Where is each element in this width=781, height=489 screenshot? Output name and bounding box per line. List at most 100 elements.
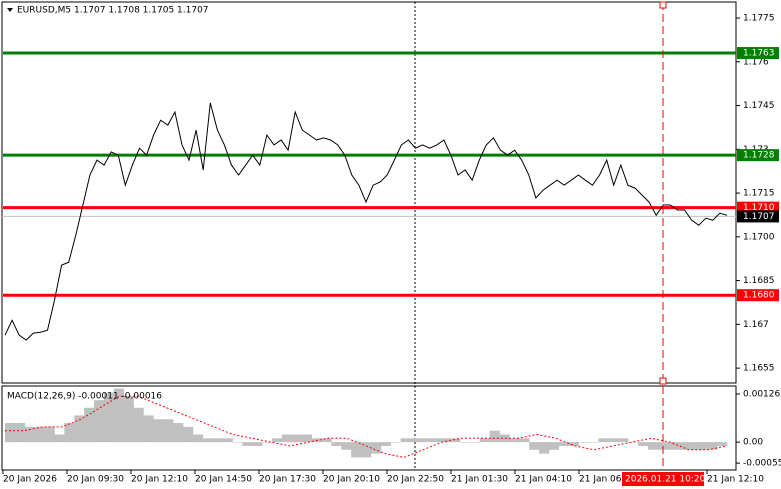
macd-bar bbox=[202, 438, 213, 443]
macd-bar bbox=[647, 442, 659, 450]
signal-line bbox=[5, 395, 728, 458]
macd-bar bbox=[143, 415, 154, 443]
y-tick-label: 0.00126 bbox=[743, 390, 780, 400]
macd-bar bbox=[430, 438, 441, 443]
level-label: 1.1710 bbox=[743, 203, 775, 213]
macd-bar bbox=[370, 442, 382, 454]
macd-panel bbox=[1, 385, 737, 471]
y-tick-label: 1.1775 bbox=[743, 14, 775, 24]
macd-bar bbox=[301, 434, 312, 443]
y-tick-label: 1.167 bbox=[743, 320, 769, 330]
y-tick-label: 1.1700 bbox=[743, 232, 775, 242]
macd-bar bbox=[588, 442, 599, 443]
y-tick-label: 0.00 bbox=[743, 438, 763, 448]
macd-bar bbox=[84, 407, 95, 443]
x-tick-label: 21 Jan 04:10 bbox=[515, 475, 572, 485]
macd-bar bbox=[479, 438, 490, 443]
x-tick-label: 21 Jan 12:10 bbox=[707, 475, 764, 485]
macd-bar bbox=[519, 438, 530, 443]
macd-bar bbox=[489, 430, 500, 443]
macd-bar bbox=[628, 442, 639, 443]
macd-bar bbox=[618, 438, 629, 443]
macd-bar bbox=[667, 442, 678, 450]
x-tick-label: 20 Jan 17:30 bbox=[259, 475, 316, 485]
macd-bar bbox=[351, 442, 362, 458]
macd-bar bbox=[212, 438, 223, 443]
macd-bar bbox=[5, 423, 16, 443]
level-label: 1.1763 bbox=[743, 49, 775, 59]
x-tick-label: 20 Jan 22:50 bbox=[387, 475, 444, 485]
x-tick-label: 20 Jan 2026 bbox=[3, 475, 57, 485]
main-panel bbox=[1, 1, 737, 384]
level-tag bbox=[737, 149, 779, 162]
y-tick-label: 1.1745 bbox=[743, 101, 775, 111]
macd-bar bbox=[509, 438, 520, 443]
macd-bar bbox=[717, 442, 728, 446]
macd-bar bbox=[548, 442, 560, 450]
macd-bar bbox=[568, 442, 579, 446]
macd-bar bbox=[163, 419, 174, 443]
macd-bar bbox=[173, 423, 184, 443]
macd-bar bbox=[153, 419, 164, 443]
level-label: 1.1680 bbox=[743, 291, 775, 301]
macd-bar bbox=[183, 426, 194, 443]
macd-title: MACD(12,26,9) -0.00011 -0.00016 bbox=[7, 392, 162, 402]
macd-bar bbox=[103, 392, 115, 443]
macd-bar bbox=[450, 438, 461, 443]
macd-bar bbox=[410, 438, 421, 443]
macd-bar bbox=[637, 442, 649, 446]
x-tick-label: 20 Jan 12:10 bbox=[131, 475, 188, 485]
macd-bar bbox=[499, 434, 510, 443]
cursor-label: 2026.01.21 10:20 bbox=[625, 475, 706, 485]
x-tick-label: 20 Jan 20:10 bbox=[323, 475, 380, 485]
macd-bar bbox=[252, 442, 263, 446]
level-tag bbox=[737, 289, 779, 302]
macd-bar bbox=[281, 434, 293, 443]
macd-bar bbox=[578, 442, 589, 443]
macd-bar bbox=[440, 438, 451, 443]
macd-bar bbox=[539, 442, 550, 454]
macd-bar bbox=[400, 438, 411, 443]
x-tick-label: 21 Jan 06:50 bbox=[579, 475, 636, 485]
macd-bar bbox=[677, 442, 688, 450]
macd-bar bbox=[272, 438, 283, 443]
macd-bar bbox=[657, 442, 668, 450]
price-label: 1.1707 bbox=[743, 212, 775, 222]
macd-bar bbox=[34, 426, 45, 443]
macd-bar bbox=[598, 438, 609, 443]
macd-bar bbox=[74, 415, 85, 443]
macd-bar bbox=[192, 434, 204, 443]
macd-bar bbox=[262, 442, 273, 443]
chart-title: EURUSD,M5 1.1707 1.1708 1.1705 1.1707 bbox=[17, 6, 209, 16]
macd-bar bbox=[94, 400, 105, 443]
x-tick-label: 20 Jan 09:30 bbox=[67, 475, 124, 485]
cursor-handle bbox=[659, 1, 667, 9]
macd-bar bbox=[380, 442, 392, 446]
x-tick-label: 20 Jan 14:50 bbox=[195, 475, 252, 485]
macd-bar bbox=[44, 426, 55, 443]
cursor-tag bbox=[622, 472, 704, 486]
macd-bar bbox=[361, 442, 372, 458]
y-tick-label: 1.1655 bbox=[743, 364, 775, 374]
menu-arrow bbox=[7, 8, 13, 12]
y-tick-label: 1.1685 bbox=[743, 276, 775, 286]
macd-bar bbox=[697, 442, 708, 450]
level-label: 1.1728 bbox=[743, 151, 775, 161]
macd-bar bbox=[133, 407, 144, 443]
macd-bar bbox=[469, 442, 481, 443]
macd-bar bbox=[529, 442, 540, 450]
macd-bar bbox=[113, 388, 124, 443]
price-line bbox=[4, 102, 728, 341]
macd-bar bbox=[341, 442, 352, 450]
macd-bar bbox=[242, 442, 253, 446]
macd-bar bbox=[54, 434, 65, 443]
macd-bar bbox=[123, 396, 134, 443]
macd-bar bbox=[608, 438, 619, 443]
y-tick-label: 1.1715 bbox=[743, 189, 775, 199]
macd-bar bbox=[222, 438, 233, 443]
level-tag bbox=[737, 47, 779, 60]
macd-bar bbox=[14, 423, 26, 443]
macd-bar bbox=[420, 438, 431, 443]
y-tick-label: -0.00055 bbox=[743, 459, 781, 469]
